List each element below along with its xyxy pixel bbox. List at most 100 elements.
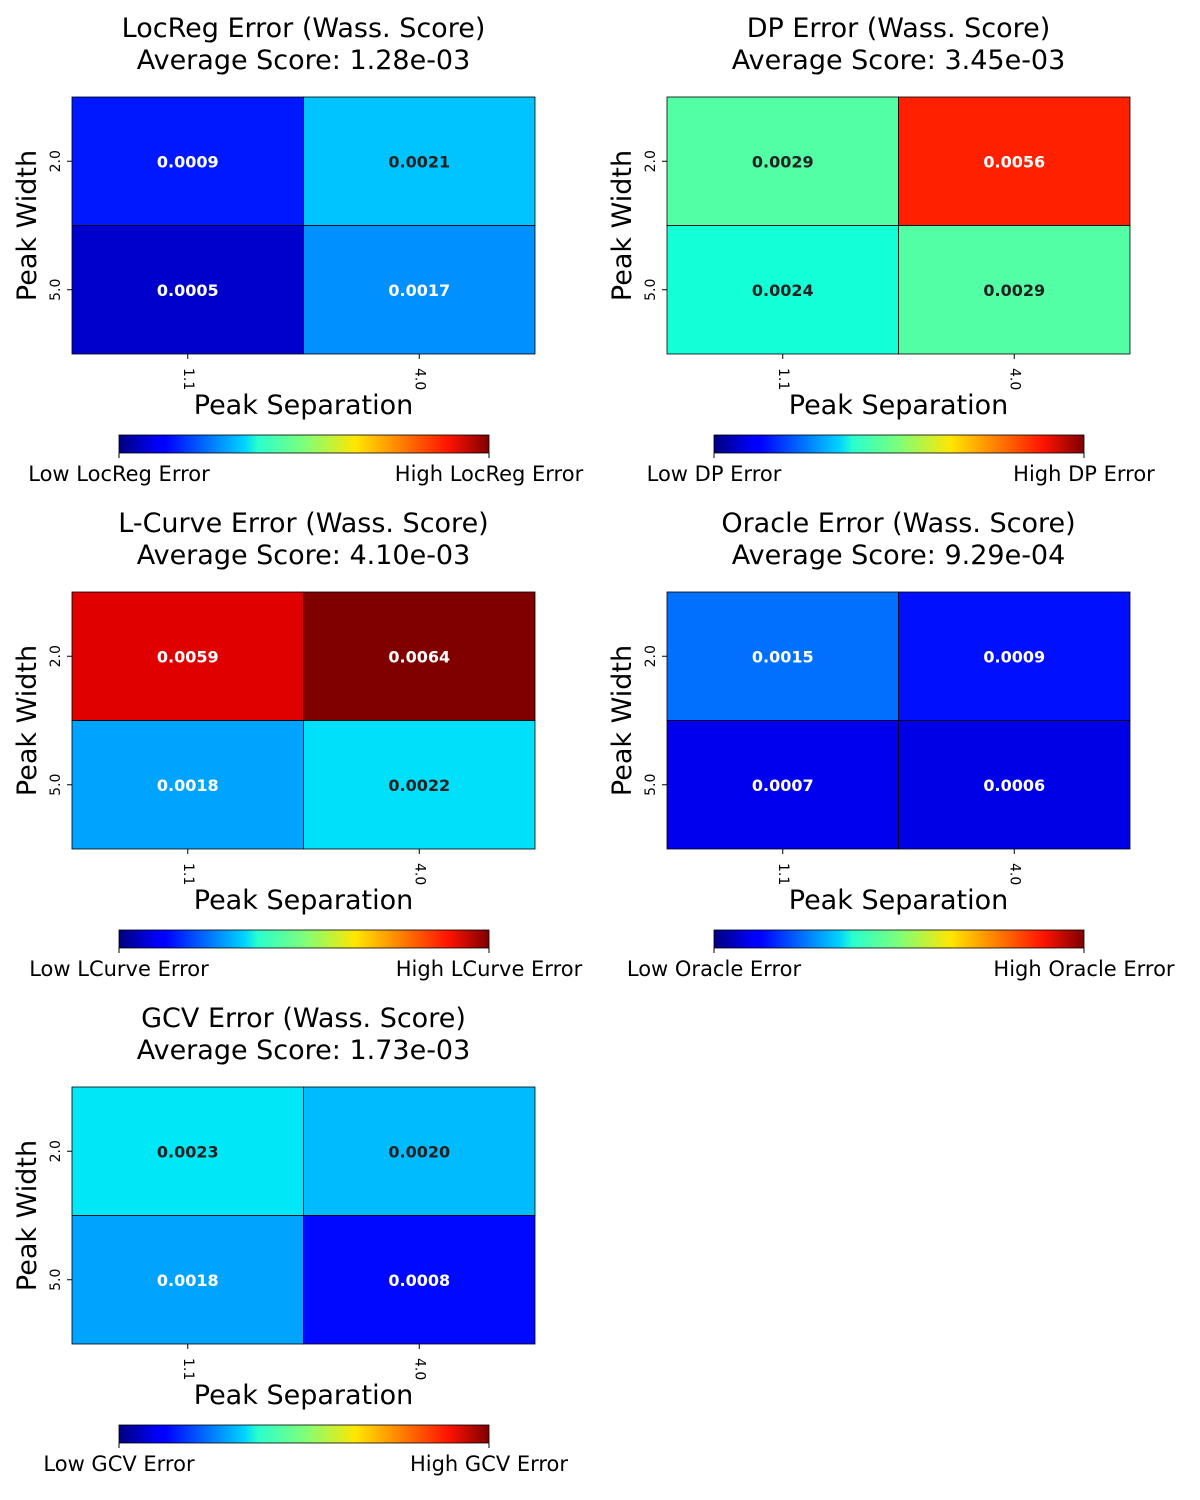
cell-value-label: 0.0024 [752,281,814,300]
cell-value-label: 0.0064 [388,647,450,666]
x-tick-label: 1.1 [775,368,791,390]
chart-subtitle: Average Score: 4.10e-03 [137,540,471,571]
y-tick-label: 5.0 [48,774,64,796]
colorbar-low-label: Low Oracle Error [627,957,802,981]
colorbar [713,434,1085,454]
cell-value-label: 0.0059 [157,647,219,666]
x-axis-label: Peak Separation [789,390,1009,421]
cell-value-label: 0.0023 [157,1142,219,1161]
cell-value-label: 0.0029 [983,281,1045,300]
heatmap-cell [71,225,304,355]
cell-value-label: 0.0021 [388,152,450,171]
x-tick-label: 4.0 [1006,368,1022,390]
colorbar [713,929,1085,949]
colorbar-high-label: High LCurve Error [396,957,583,981]
heatmap-cell [303,96,536,226]
x-tick-label: 1.1 [180,368,196,390]
heatmap-cell [71,720,304,850]
cell-value-label: 0.0056 [983,152,1045,171]
chart-title: GCV Error (Wass. Score) [141,1003,466,1034]
colorbar [118,929,490,949]
cell-value-label: 0.0020 [388,1142,450,1161]
y-tick-label: 2.0 [48,150,64,172]
colorbar [118,1424,490,1444]
chart-subtitle: Average Score: 1.73e-03 [137,1035,471,1066]
colorbar [118,434,490,454]
colorbar-high-label: High GCV Error [410,1452,568,1476]
x-tick-label: 4.0 [411,1358,427,1380]
y-tick-label: 2.0 [48,645,64,667]
cell-value-label: 0.0006 [983,776,1045,795]
heatmap-cell [71,1086,304,1216]
chart-subtitle: Average Score: 3.45e-03 [732,45,1066,76]
heatmap-cell [303,1086,536,1216]
cell-value-label: 0.0008 [388,1271,450,1290]
cell-value-label: 0.0009 [983,647,1045,666]
chart-title: LocReg Error (Wass. Score) [122,13,486,44]
x-axis-label: Peak Separation [194,390,414,421]
chart-subtitle: Average Score: 9.29e-04 [732,540,1066,571]
heatmap-cell [666,720,899,850]
cell-value-label: 0.0009 [157,152,219,171]
chart-title: DP Error (Wass. Score) [747,13,1051,44]
chart-title: Oracle Error (Wass. Score) [721,508,1075,539]
y-tick-label: 5.0 [48,1269,64,1291]
y-tick-label: 2.0 [643,645,659,667]
cell-value-label: 0.0018 [157,776,219,795]
heatmap-panel-3: Oracle Error (Wass. Score)Average Score:… [607,508,1175,981]
heatmap-cell [898,720,1131,850]
heatmap-cell [303,1215,536,1345]
y-axis-label: Peak Width [12,1140,43,1291]
heatmap-panel-1: DP Error (Wass. Score)Average Score: 3.4… [607,13,1155,486]
y-axis-label: Peak Width [607,645,638,796]
x-tick-label: 1.1 [180,863,196,885]
y-tick-label: 5.0 [643,774,659,796]
cell-value-label: 0.0022 [388,776,450,795]
x-tick-label: 4.0 [411,368,427,390]
heatmap-cell [898,591,1131,721]
colorbar-high-label: High LocReg Error [395,462,584,486]
heatmap-cell [666,225,899,355]
cell-value-label: 0.0029 [752,152,814,171]
y-tick-label: 5.0 [643,279,659,301]
x-axis-label: Peak Separation [194,1380,414,1411]
heatmap-cell [898,96,1131,226]
cell-value-label: 0.0015 [752,647,814,666]
y-tick-label: 2.0 [48,1140,64,1162]
heatmap-panel-2: L-Curve Error (Wass. Score)Average Score… [12,508,583,981]
y-tick-label: 2.0 [643,150,659,172]
chart-title: L-Curve Error (Wass. Score) [118,508,488,539]
colorbar-low-label: Low LocReg Error [28,462,210,486]
heatmap-cell [303,591,536,721]
x-tick-label: 1.1 [775,863,791,885]
colorbar-high-label: High DP Error [1013,462,1155,486]
x-axis-label: Peak Separation [194,885,414,916]
cell-value-label: 0.0018 [157,1271,219,1290]
heatmap-cell [303,225,536,355]
y-axis-label: Peak Width [607,150,638,301]
x-tick-label: 4.0 [411,863,427,885]
cell-value-label: 0.0005 [157,281,219,300]
heatmap-cell [71,96,304,226]
colorbar-low-label: Low LCurve Error [29,957,209,981]
cell-value-label: 0.0007 [752,776,814,795]
chart-subtitle: Average Score: 1.28e-03 [137,45,471,76]
colorbar-low-label: Low GCV Error [43,1452,195,1476]
x-tick-label: 1.1 [180,1358,196,1380]
y-axis-label: Peak Width [12,150,43,301]
colorbar-low-label: Low DP Error [647,462,782,486]
heatmap-cell [666,591,899,721]
heatmap-panel-4: GCV Error (Wass. Score)Average Score: 1.… [12,1003,568,1476]
cell-value-label: 0.0017 [388,281,450,300]
heatmap-cell [666,96,899,226]
heatmap-cell [898,225,1131,355]
x-axis-label: Peak Separation [789,885,1009,916]
x-tick-label: 4.0 [1006,863,1022,885]
colorbar-high-label: High Oracle Error [993,957,1175,981]
heatmap-cell [71,591,304,721]
y-axis-label: Peak Width [12,645,43,796]
heatmap-cell [303,720,536,850]
heatmap-panel-0: LocReg Error (Wass. Score)Average Score:… [12,13,584,486]
heatmap-cell [71,1215,304,1345]
